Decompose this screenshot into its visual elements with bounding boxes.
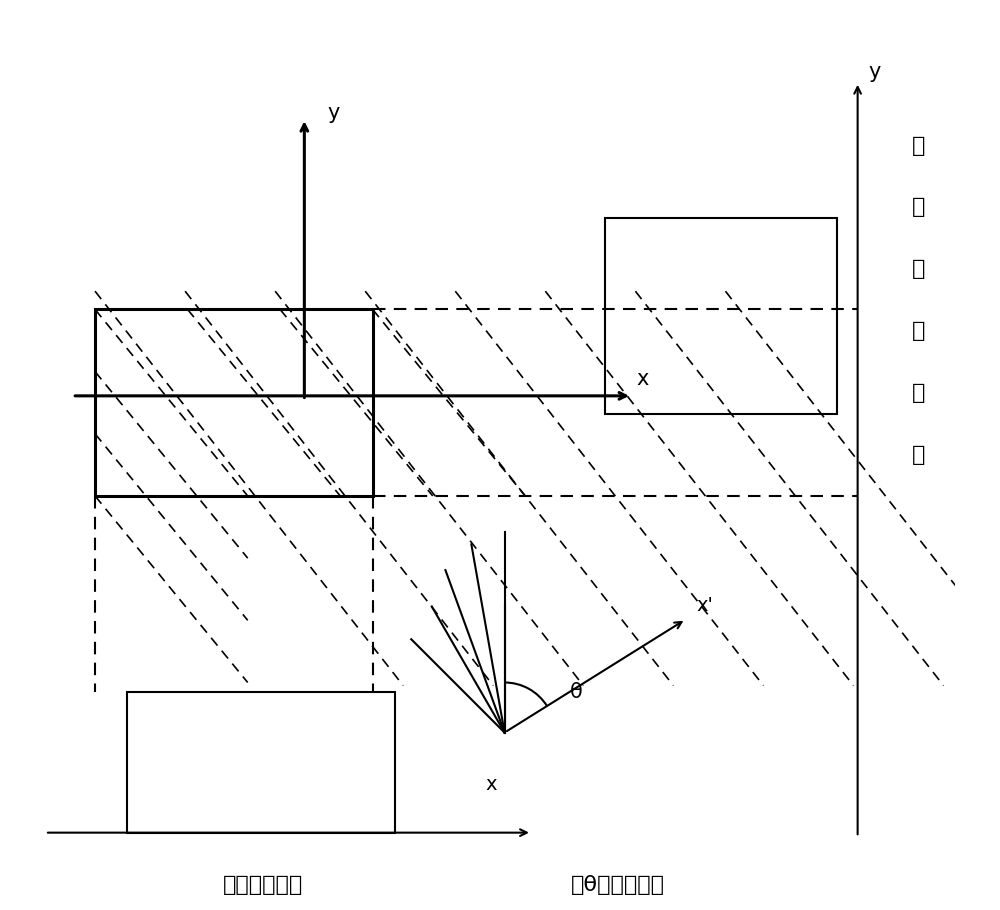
Text: x: x (637, 369, 649, 389)
Text: 垂: 垂 (912, 136, 925, 156)
Text: x': x' (697, 596, 714, 614)
Text: 影: 影 (912, 445, 925, 465)
Bar (95, 309, 373, 496)
Text: x: x (485, 775, 497, 794)
Text: y: y (327, 103, 339, 123)
Text: θ: θ (570, 682, 583, 702)
Text: 直: 直 (912, 197, 925, 217)
Text: 向: 向 (912, 321, 925, 341)
Bar (127, 692, 395, 833)
Text: y: y (869, 62, 881, 82)
Text: 水平方向投影: 水平方向投影 (223, 875, 304, 895)
Text: 沿θ角方向投影: 沿θ角方向投影 (571, 875, 665, 895)
Text: 方: 方 (912, 259, 925, 279)
Text: 投: 投 (912, 383, 925, 403)
Bar (605, 218, 837, 414)
